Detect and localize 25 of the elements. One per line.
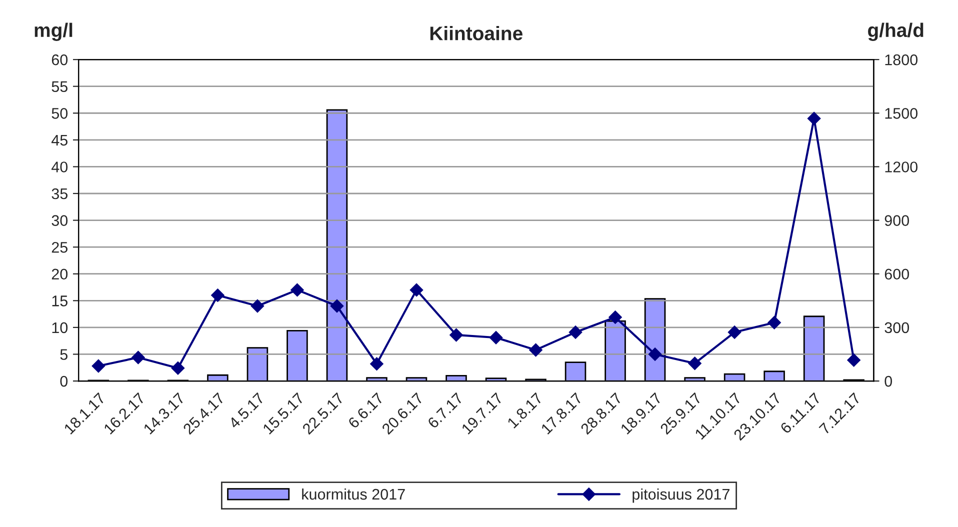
y-axis-title: mg/l: [34, 22, 72, 42]
y2-tick-label: 1200: [885, 162, 918, 172]
y-tick-label: 20: [52, 268, 68, 280]
y-tick-label: 30: [52, 215, 68, 226]
y2-tick-label: 1500: [885, 108, 918, 119]
y-tick-label: 25: [52, 242, 68, 253]
legend-label: kuormitus 2017: [302, 488, 405, 500]
y2-tick-label: 900: [884, 215, 910, 226]
y2-tick-label: 300: [884, 322, 910, 334]
y-tick-label: 55: [52, 81, 68, 92]
y-tick-label: 45: [52, 134, 68, 146]
y-tick-label: 10: [52, 322, 68, 334]
chart-title: Kiintoaine: [430, 26, 522, 40]
y-tick-label: 5: [60, 349, 68, 360]
y2-axis-title: g/ha/d: [868, 22, 924, 42]
y-tick-label: 60: [52, 54, 68, 66]
y2-tick-label: 600: [884, 268, 910, 280]
y-tick-label: 50: [52, 108, 68, 119]
y2-tick-label: 0: [884, 376, 892, 387]
y-tick-label: 35: [52, 188, 68, 200]
legend-label: pitoisuus 2017: [632, 488, 730, 503]
y-tick-label: 0: [60, 376, 68, 387]
y-tick-label: 40: [52, 162, 68, 172]
y2-tick-label: 1800: [885, 54, 918, 66]
y-tick-label: 15: [52, 296, 68, 306]
